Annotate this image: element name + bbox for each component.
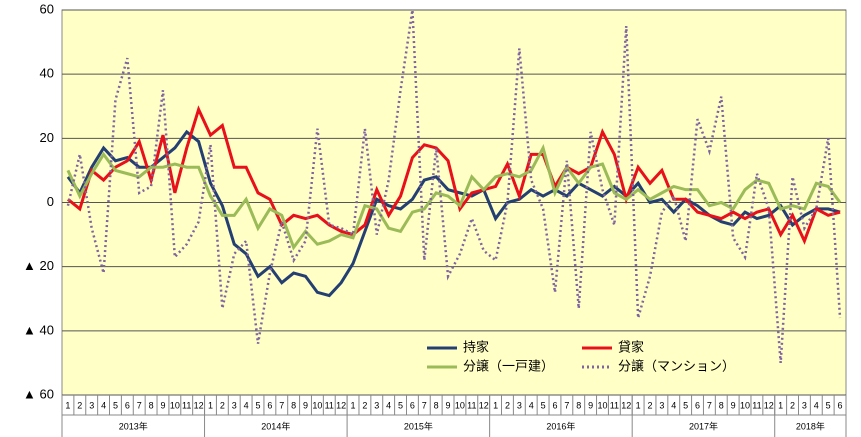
year-label: 2017年: [689, 420, 718, 431]
x-tick-label: 10: [170, 400, 180, 410]
y-tick-label: 0: [47, 194, 54, 209]
x-tick-label: 6: [267, 400, 272, 410]
legend-label: 分譲（一戸建）: [463, 358, 554, 373]
x-tick-label: 11: [467, 400, 476, 410]
x-tick-label: 4: [386, 400, 391, 410]
x-tick-label: 2: [505, 400, 510, 410]
x-tick-label: 3: [517, 400, 522, 410]
x-tick-label: 7: [137, 400, 142, 410]
x-tick-label: 8: [576, 400, 581, 410]
x-tick-label: 11: [752, 400, 761, 410]
x-tick-label: 4: [529, 400, 534, 410]
y-tick-label: 20: [40, 130, 54, 145]
x-tick-label: 8: [291, 400, 296, 410]
x-tick-label: 10: [455, 400, 465, 410]
x-tick-label: 5: [826, 400, 831, 410]
x-tick-label: 12: [621, 400, 631, 410]
legend-label: 分譲（マンション）: [618, 358, 735, 373]
x-tick-label: 9: [446, 400, 451, 410]
x-tick-label: 11: [325, 400, 334, 410]
x-tick-label: 3: [374, 400, 379, 410]
x-tick-label: 1: [208, 400, 213, 410]
x-tick-label: 4: [244, 400, 249, 410]
x-tick-label: 1: [778, 400, 783, 410]
y-tick-label: ▲ 60: [23, 386, 54, 401]
series-line: [66, 143, 842, 251]
x-tick-label: 9: [588, 400, 593, 410]
x-tick-label: 3: [232, 400, 237, 410]
x-tick-label: 11: [182, 400, 191, 410]
year-label: 2013年: [119, 420, 148, 431]
series-line: [66, 9, 842, 364]
x-tick-label: 7: [564, 400, 569, 410]
x-tick-label: 7: [279, 400, 284, 410]
x-tick-label: 10: [740, 400, 750, 410]
x-tick-label: 8: [719, 400, 724, 410]
legend-label: 貸家: [618, 339, 644, 354]
x-tick-label: 7: [707, 400, 712, 410]
x-tick-label: 9: [303, 400, 308, 410]
x-tick-label: 6: [695, 400, 700, 410]
x-tick-label: 2: [220, 400, 225, 410]
x-tick-label: 5: [683, 400, 688, 410]
x-tick-label: 12: [336, 400, 346, 410]
year-label: 2015年: [404, 420, 433, 431]
x-tick-label: 3: [659, 400, 664, 410]
x-tick-label: 4: [101, 400, 106, 410]
y-tick-label: ▲ 40: [23, 322, 54, 337]
x-tick-label: 3: [802, 400, 807, 410]
x-tick-label: 3: [89, 400, 94, 410]
x-tick-label: 10: [312, 400, 322, 410]
year-label: 2018年: [796, 420, 825, 431]
x-tick-label: 12: [194, 400, 204, 410]
y-tick-label: 40: [40, 66, 54, 81]
x-tick-label: 1: [636, 400, 641, 410]
x-tick-label: 6: [838, 400, 843, 410]
x-tick-label: 5: [541, 400, 546, 410]
x-tick-label: 1: [351, 400, 356, 410]
x-tick-label: 5: [255, 400, 260, 410]
x-tick-label: 11: [610, 400, 619, 410]
x-tick-label: 9: [731, 400, 736, 410]
legend-label: 持家: [463, 339, 489, 354]
x-tick-label: 1: [65, 400, 70, 410]
x-tick-label: 6: [125, 400, 130, 410]
series-line: [66, 105, 841, 245]
x-tick-label: 5: [113, 400, 118, 410]
x-tick-label: 4: [814, 400, 819, 410]
x-tick-label: 4: [671, 400, 676, 410]
x-tick-label: 8: [434, 400, 439, 410]
x-tick-label: 2: [362, 400, 367, 410]
x-tick-label: 8: [149, 400, 154, 410]
x-tick-label: 6: [552, 400, 557, 410]
y-tick-label: 60: [40, 1, 54, 16]
x-tick-label: 2: [77, 400, 82, 410]
x-tick-label: 6: [410, 400, 415, 410]
year-label: 2016年: [546, 420, 575, 431]
x-tick-label: 1: [493, 400, 498, 410]
x-tick-label: 9: [160, 400, 165, 410]
x-tick-label: 12: [479, 400, 489, 410]
x-tick-label: 7: [422, 400, 427, 410]
y-tick-label: ▲ 20: [23, 258, 54, 273]
x-tick-label: 10: [597, 400, 607, 410]
x-tick-label: 2: [647, 400, 652, 410]
year-label: 2014年: [261, 420, 290, 431]
x-tick-label: 5: [398, 400, 403, 410]
x-tick-label: 2: [790, 400, 795, 410]
x-tick-label: 12: [764, 400, 774, 410]
